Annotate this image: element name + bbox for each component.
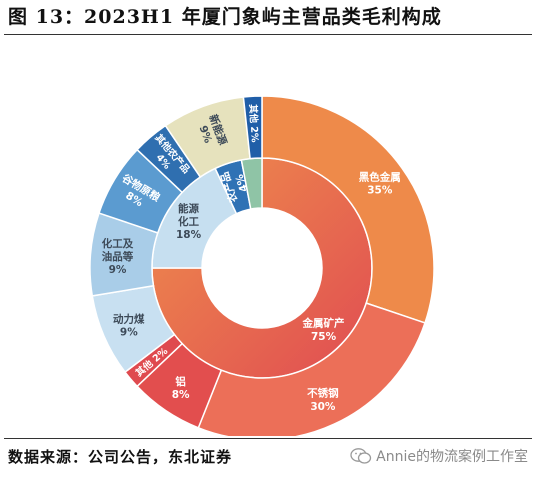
inner-label-1: 能源化工 18% — [176, 202, 202, 241]
inner-label-0: 金属矿产 75% — [302, 317, 345, 343]
title-rule — [4, 34, 532, 35]
inner-ring — [151, 157, 373, 379]
outer-slice-1 — [197, 302, 426, 436]
slice-labels: 金属矿产 75%能源化工 18%农产品4% 黑色金属 35%不锈钢 30%铝 8%其他 2%… — [102, 104, 401, 413]
source-note: 数据来源：公司公告，东北证券 — [8, 448, 233, 466]
outer-label-9: 其他 2% — [247, 104, 261, 144]
chart-title: 图 13：2023H1 年厦门象屿主营品类毛利构成 — [8, 6, 442, 28]
outer-label-4: 动力煤 9% — [113, 312, 145, 338]
outer-slice-0 — [261, 95, 435, 324]
watermark: Annie的物流案例工作室 — [350, 446, 528, 466]
wechat-icon — [350, 448, 372, 464]
outer-label-1: 不锈钢 30% — [307, 387, 339, 413]
donut-chart: 金属矿产 75%能源化工 18%农产品4% 黑色金属 35%不锈钢 30%铝 8%其他 2%… — [89, 95, 435, 436]
outer-ring — [89, 95, 435, 436]
outer-slice-9 — [242, 95, 263, 160]
outer-label-5: 化工及油品等 9% — [102, 237, 134, 276]
watermark-text: Annie的物流案例工作室 — [376, 449, 528, 465]
outer-label-0: 黑色金属 35% — [359, 171, 401, 197]
outer-label-2: 铝 8% — [172, 375, 190, 401]
bottom-rule — [4, 438, 532, 439]
